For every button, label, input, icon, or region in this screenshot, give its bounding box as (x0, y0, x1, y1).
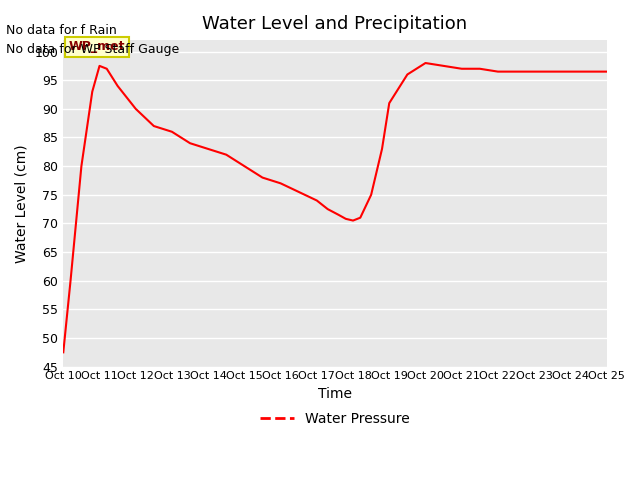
Y-axis label: Water Level (cm): Water Level (cm) (15, 144, 29, 263)
Text: No data for WP Staff Gauge: No data for WP Staff Gauge (6, 43, 180, 56)
X-axis label: Time: Time (318, 387, 352, 401)
Text: WP_met: WP_met (68, 40, 125, 53)
Title: Water Level and Precipitation: Water Level and Precipitation (202, 15, 467, 33)
Text: No data for f Rain: No data for f Rain (6, 24, 117, 37)
Legend: Water Pressure: Water Pressure (254, 407, 416, 432)
